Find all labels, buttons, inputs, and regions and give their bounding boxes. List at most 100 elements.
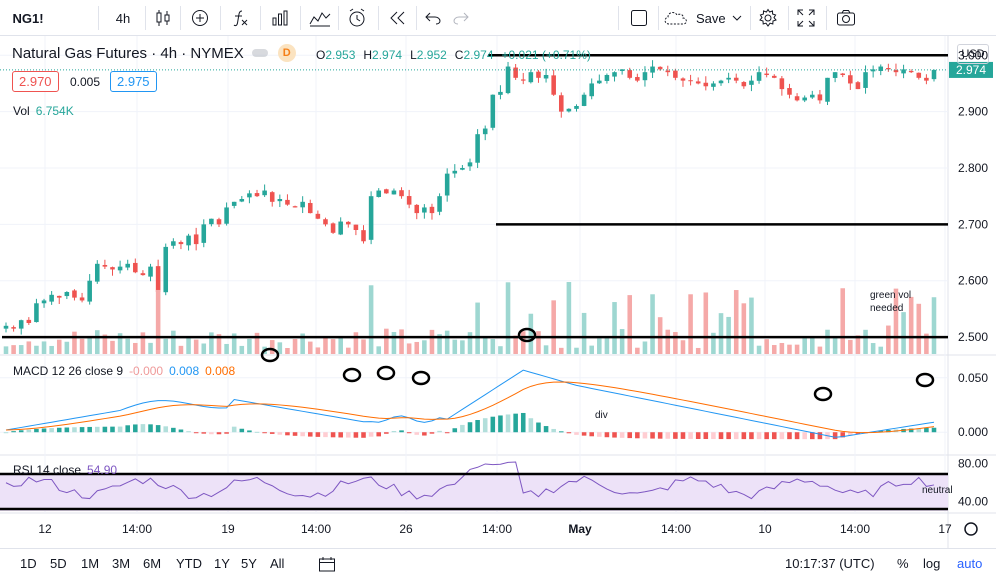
macd-hist-bar: [133, 424, 138, 433]
volume-bar: [855, 335, 861, 354]
layout-icon[interactable]: [626, 4, 652, 32]
macd-title: MACD 12 26 close 9: [13, 364, 124, 378]
candle-body: [209, 218, 214, 225]
rsi-tick-label: 80.00: [958, 457, 988, 471]
volume-bar: [520, 331, 526, 354]
macd-hist-bar: [384, 432, 389, 434]
candle-body: [536, 71, 541, 78]
candle-body: [391, 190, 397, 195]
candles-icon[interactable]: [150, 4, 176, 32]
chart-canvas[interactable]: 3.000 2.900 2.800 2.700 2.600 2.500 2.974 green…: [0, 36, 996, 548]
macd-hist-bar: [695, 432, 701, 439]
candle-body: [384, 189, 389, 194]
macd-hist-bar: [635, 432, 640, 439]
volume-bar: [756, 345, 762, 354]
candle-body: [908, 71, 914, 73]
macd-hist-bar: [764, 432, 769, 440]
macd-hist-bar: [908, 428, 914, 433]
candle-body: [886, 68, 891, 70]
range-5y[interactable]: 5Y: [241, 556, 257, 571]
financials-icon[interactable]: [266, 4, 294, 32]
macd-hist-bar: [406, 432, 412, 434]
macd-hist-bar: [110, 426, 115, 433]
range-1y[interactable]: 1Y: [214, 556, 230, 571]
volume-bar: [452, 339, 458, 354]
candle-body: [239, 199, 245, 202]
macd-hist-bar: [254, 431, 260, 433]
alert-icon[interactable]: [342, 4, 372, 32]
candle-body: [422, 207, 427, 213]
macd-signal-value: 0.008: [205, 364, 236, 378]
range-ytd[interactable]: YTD: [176, 556, 202, 571]
volume-bar: [673, 332, 678, 354]
macd-hist-bar: [665, 432, 671, 439]
macd-hist-bar: [224, 432, 229, 434]
candle-body: [399, 190, 404, 197]
date-range-icon[interactable]: [318, 556, 336, 575]
macd-hist-bar: [11, 431, 16, 433]
price-tick-label: 2.900: [958, 105, 988, 119]
candle-body: [72, 290, 77, 298]
range-1d[interactable]: 1D: [20, 556, 37, 571]
log-toggle[interactable]: log: [923, 556, 941, 571]
volume-bar: [346, 347, 351, 354]
axis-settings-icon[interactable]: [964, 522, 978, 536]
indicators-icon[interactable]: [226, 4, 254, 32]
fullscreen-icon[interactable]: [792, 4, 820, 32]
add-compare-icon[interactable]: [186, 4, 214, 32]
range-3m[interactable]: 3M: [112, 556, 131, 571]
volume-bar: [323, 338, 328, 354]
macd-hist-bar: [452, 428, 458, 433]
macd-hist-bar: [26, 429, 32, 433]
volume-bar: [26, 341, 32, 354]
candle-body: [307, 203, 313, 214]
candle-body: [429, 206, 435, 214]
interval-button[interactable]: 4h: [115, 10, 131, 26]
gear-icon[interactable]: [754, 4, 782, 32]
macd-hist-bar: [346, 432, 351, 438]
candle-body: [513, 67, 518, 78]
volume-bar: [102, 334, 108, 354]
currency-button[interactable]: USD: [957, 44, 989, 64]
symbol-search[interactable]: NG1!: [12, 10, 44, 26]
candle-body: [931, 69, 937, 80]
range-1m[interactable]: 1M: [81, 556, 100, 571]
macd-hist-bar: [551, 428, 556, 433]
replay-icon[interactable]: [384, 4, 412, 32]
macd-hist-bar: [924, 427, 929, 433]
buy-button[interactable]: 2.975: [110, 71, 157, 92]
clock[interactable]: 10:17:37 (UTC): [785, 556, 875, 571]
sell-button[interactable]: 2.970: [12, 71, 59, 92]
candle-body: [110, 267, 115, 270]
candle-body: [490, 94, 496, 128]
time-tick-label: 19: [221, 522, 235, 536]
volume-bar: [133, 342, 138, 354]
volume-bar: [444, 330, 450, 354]
redo-icon[interactable]: [448, 4, 474, 32]
range-all[interactable]: All: [270, 556, 285, 571]
rsi-tick-label: 40.00: [958, 495, 988, 509]
annotation-needed: needed: [870, 303, 903, 314]
range-6m[interactable]: 6M: [143, 556, 162, 571]
macd-hist-bar: [627, 432, 633, 439]
ohlc-values: O2.953 H2.974 L2.952 C2.974 +0.021 (+0.7…: [316, 48, 591, 62]
macd-hist-bar: [498, 415, 503, 433]
macd-hist-bar: [749, 432, 754, 440]
range-5d[interactable]: 5D: [50, 556, 67, 571]
camera-icon[interactable]: [832, 4, 860, 32]
macd-line-value: 0.008: [169, 364, 200, 378]
auto-toggle[interactable]: auto: [957, 556, 983, 571]
macd-hist-bar: [186, 431, 191, 433]
save-button[interactable]: Save: [662, 4, 748, 32]
templates-icon[interactable]: [306, 4, 334, 32]
visibility-icon[interactable]: [251, 49, 268, 57]
volume-bar: [513, 335, 518, 354]
macd-hist-bar: [810, 432, 815, 440]
undo-icon[interactable]: [420, 4, 446, 32]
volume-bar: [490, 339, 496, 354]
volume-bar: [414, 341, 420, 354]
time-tick-label: 26: [399, 522, 413, 536]
percent-toggle[interactable]: %: [897, 556, 909, 571]
volume-bar: [384, 328, 389, 354]
macd-hist-bar: [817, 432, 823, 440]
